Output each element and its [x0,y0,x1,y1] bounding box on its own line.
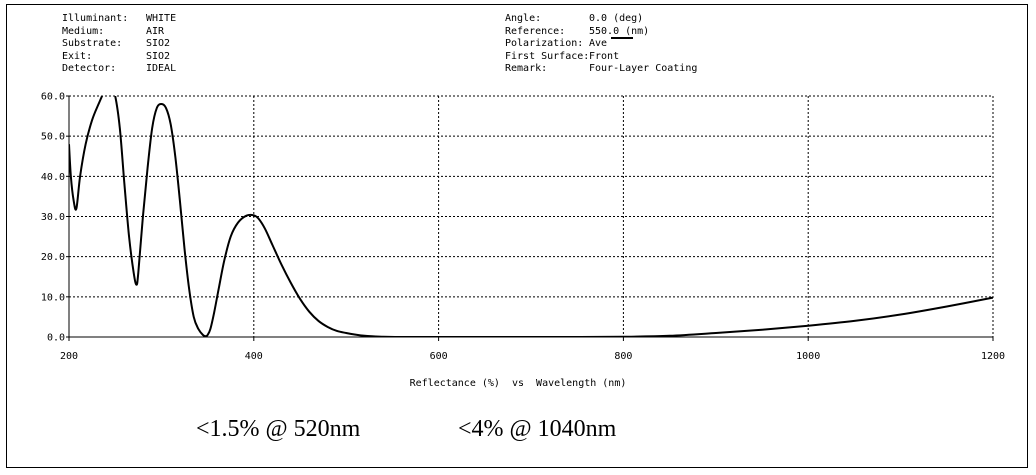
param-left-key: Detector: [62,63,117,74]
x-tick-label: 1000 [796,351,820,362]
y-tick-label: 20.0 [41,252,65,263]
legend-line-swatch [611,37,634,39]
param-right-row: Reference: 550.0 (nm) [505,26,697,39]
param-left-row: Detector: IDEAL [62,63,176,76]
param-right-key: Remark: [505,63,548,74]
annotation-520nm: <1.5% @ 520nm [196,416,361,442]
param-right-key: First Surface: [505,50,590,62]
y-tick-label: 10.0 [41,292,65,303]
param-right-row: Remark: Four-Layer Coating [505,63,697,76]
y-tick-label: 40.0 [41,172,65,183]
y-tick-label: 30.0 [41,212,65,223]
param-left-key: Medium: [62,25,105,37]
x-axis-label: Reflectance (%) vs Wavelength (nm) [409,378,627,389]
param-left-value: SIO2 [146,38,171,49]
param-right-value: Front [589,50,620,62]
y-tick-label: 0.0 [47,333,65,344]
y-tick-label: 50.0 [41,132,65,143]
param-right-value: Four-Layer Coating [589,63,698,74]
param-left-row: Substrate: SIO2 [62,38,176,51]
param-right-row: First Surface: Front [505,51,697,64]
x-tick-label: 1200 [981,351,1005,362]
y-tick-label: 60.0 [41,92,65,103]
x-tick-label: 600 [430,351,448,362]
param-left-key: Illuminant: [62,13,129,24]
param-right-row: Angle: 0.0 (deg) [505,13,697,26]
param-right-key: Reference: [505,25,566,37]
param-left-key: Substrate: [62,38,123,49]
simulation-parameters-right: Angle: 0.0 (deg) Reference: 550.0 (nm) Polar… [505,13,697,76]
x-tick-label: 200 [60,351,78,362]
x-tick-label: 800 [614,351,632,362]
param-right-value: 550.0 (nm) [589,25,650,37]
param-left-value: SIO2 [146,50,171,62]
param-right-value: 0.0 (deg) [589,13,644,24]
simulation-parameters-left: Illuminant: WHITE Medium: AIR Substrate: SIO2… [62,13,176,76]
param-left-row: Medium: AIR [62,26,176,39]
reflectance-chart: 0.0 10.0 20.0 30.0 40.0 50.0 60.0 200 400 600 800 1… [41,92,1005,363]
series-line-ave [69,96,993,337]
param-left-value: IDEAL [146,63,177,74]
param-right-row: Polarization: Ave [505,37,697,51]
param-left-row: Illuminant: WHITE [62,13,176,26]
param-right-value: Ave [589,38,608,49]
param-left-key: Exit: [62,50,93,62]
annotation-1040nm: <4% @ 1040nm [458,416,617,442]
report-frame [6,4,1028,468]
x-tick-label: 400 [245,351,263,362]
param-right-key: Polarization: [505,38,584,49]
param-right-key: Angle: [505,13,542,24]
param-left-row: Exit: SIO2 [62,51,176,64]
param-left-value: WHITE [146,13,177,24]
param-left-value: AIR [146,25,165,37]
